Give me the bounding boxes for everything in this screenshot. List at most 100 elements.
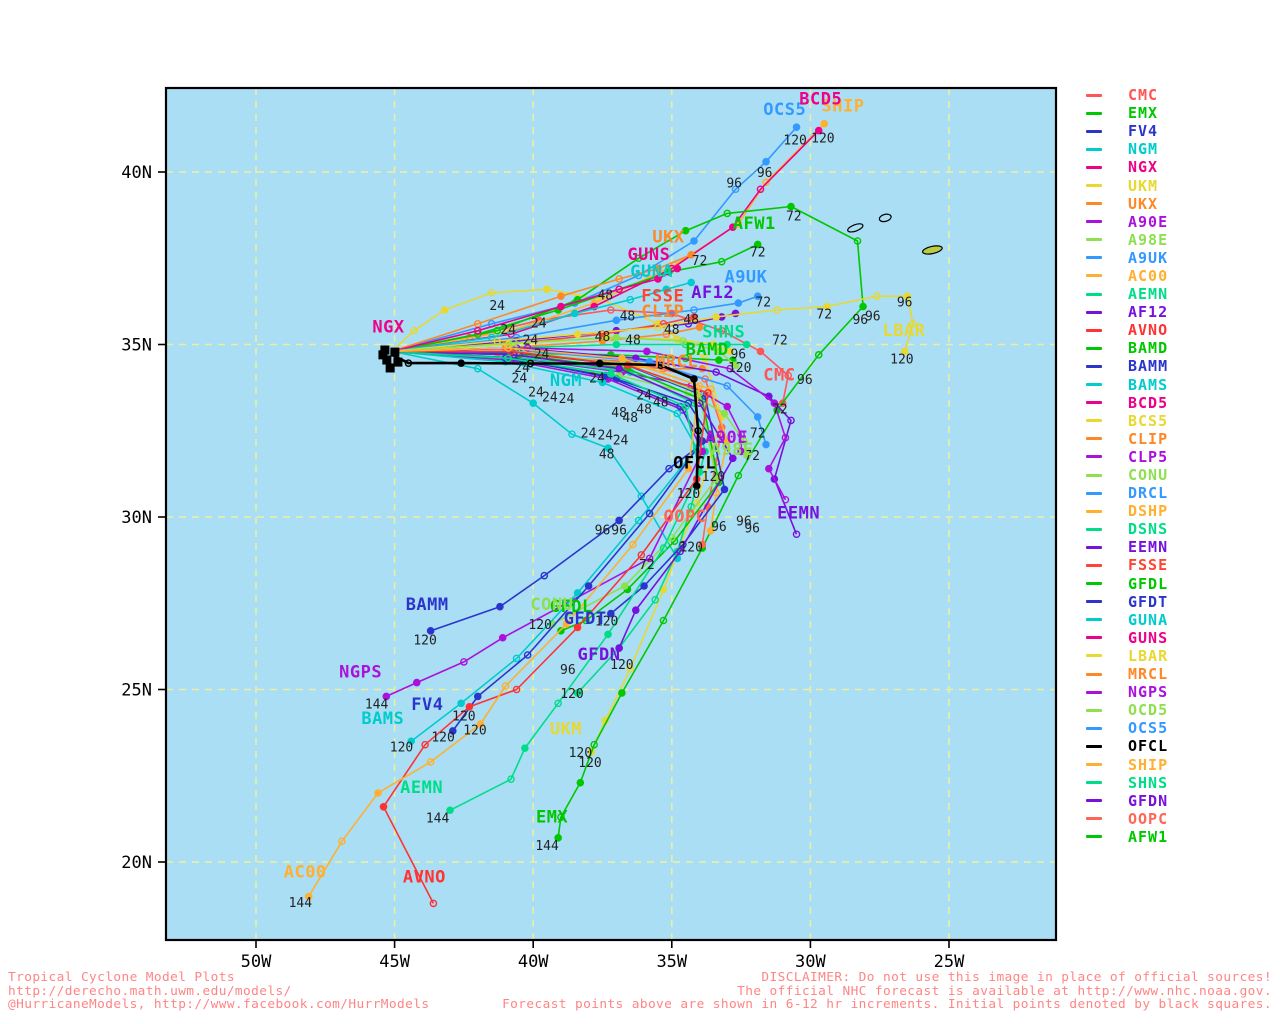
forecast-hour-label: 48 [595,330,611,345]
legend-item-NGM: NGM [1086,140,1276,158]
x-axis-tick-label: 45W [379,952,410,972]
legend-label: BAMM [1128,357,1169,376]
legend-dash-icon [1086,817,1102,821]
legend-label: GFDT [1128,592,1169,611]
legend-item-AFW1: AFW1 [1086,828,1276,846]
legend-label: A90E [1128,212,1169,231]
track-endpoint [429,899,438,908]
forecast-point-marker [476,720,485,728]
y-axis-tick-label: 20N [121,853,152,873]
legend-label: BAMS [1128,375,1169,394]
forecast-hour-label: 24 [589,371,605,386]
legend-label: DSNS [1128,520,1169,539]
forecast-point-marker [584,582,593,590]
forecast-point-marker [612,340,621,349]
forecast-point-marker [712,368,720,376]
legend-dash-icon [1086,256,1102,260]
initial-point-square [378,350,388,360]
forecast-point-marker [734,471,743,480]
forecast-point-marker [529,399,538,407]
model-label-AFW1: AFW1 [733,214,776,234]
x-axis-tick-label: 25W [934,952,965,972]
track-GUNA [391,278,696,353]
legend-item-AF12: AF12 [1086,303,1276,321]
forecast-point-marker [607,370,615,378]
track-endpoint [753,292,762,301]
track-line [391,350,678,559]
forecast-point-marker [473,326,482,335]
legend-dash-icon [1086,202,1102,206]
forecast-point-marker [507,775,515,784]
forecast-hour-label: 48 [622,411,638,426]
forecast-hour-label: 120 [811,132,834,147]
forecast-point-marker [557,813,565,821]
forecast-hour-label: 120 [560,687,583,702]
legend-dash-icon [1086,527,1102,531]
legend-item-BAMM: BAMM [1086,357,1276,375]
forecast-point-marker [634,271,643,280]
forecast-point-marker [723,402,732,411]
legend-dash-icon [1086,563,1102,567]
forecast-point-marker [787,202,795,211]
model-label-OCS5: OCS5 [763,100,806,120]
forecast-hour-label: 48 [599,447,615,462]
legend-item-CONU: CONU [1086,466,1276,484]
track-endpoint [407,737,416,746]
legend-dash-icon [1086,129,1102,133]
forecast-hour-label: 48 [636,403,652,418]
legend-dash-icon [1086,509,1102,513]
forecast-hour-label: 120 [390,741,413,756]
x-axis-tick-label: 40W [518,952,549,972]
legend-label: OFCL [1128,737,1169,756]
forecast-point-marker [726,364,734,373]
forecast-point-marker [709,340,718,349]
forecast-point-marker [404,359,413,367]
forecast-point-marker [690,375,698,383]
legend-item-A98E: A98E [1086,231,1276,249]
model-label-UKX: UKX [652,228,684,248]
forecast-point-marker [379,803,388,811]
forecast-hour-label: 48 [683,313,699,328]
forecast-point-marker [712,313,720,321]
initial-point-square [385,363,395,373]
legend-dash-icon [1086,419,1102,423]
forecast-hour-label: 72 [639,558,655,573]
forecast-point-marker [374,789,382,797]
forecast-point-marker [512,685,521,694]
forecast-point-marker [659,544,668,552]
legend-dash-icon [1086,383,1102,387]
track-GFDN [391,350,737,652]
track-endpoint [731,361,740,370]
forecast-point-marker [723,209,732,218]
track-endpoint [814,126,823,135]
x-axis-tick-label: 50W [241,952,272,972]
track-endpoint [781,495,790,504]
forecast-point-marker [615,275,623,283]
forecast-hour-label: 24 [523,334,539,349]
legend: CMC EMX FV4 NGM NGX UKM UKX A90E A98E A9UK AC00 AEM… [1086,86,1276,846]
initial-point-square [393,357,403,367]
track-endpoint [820,119,829,128]
legend-item-BCS5: BCS5 [1086,412,1276,430]
forecast-hour-label: 120 [728,361,751,376]
forecast-hour-label: 120 [528,618,551,633]
legend-item-BAMD: BAMD [1086,339,1276,357]
track-endpoint [426,627,435,635]
forecast-hour-label: 96 [711,520,727,535]
legend-item-UKX: UKX [1086,195,1276,213]
legend-item-FSSE: FSSE [1086,556,1276,574]
track-GUNS [391,264,682,353]
forecast-point-marker [662,330,671,338]
forecast-point-marker [543,285,551,294]
forecast-point-marker [496,602,504,611]
island-outline [847,223,864,233]
legend-label: OCS5 [1128,719,1169,738]
forecast-point-marker [604,444,612,452]
legend-label: EEMN [1128,538,1169,557]
track-endpoint [737,447,745,456]
track-endpoint [742,340,751,349]
y-axis-tick-label: 25N [121,681,152,701]
legend-label: BCS5 [1128,411,1169,430]
footer-row-2: http://derecho.math.uwm.edu/models/ The … [8,984,1272,999]
forecast-point-marker [756,347,765,356]
